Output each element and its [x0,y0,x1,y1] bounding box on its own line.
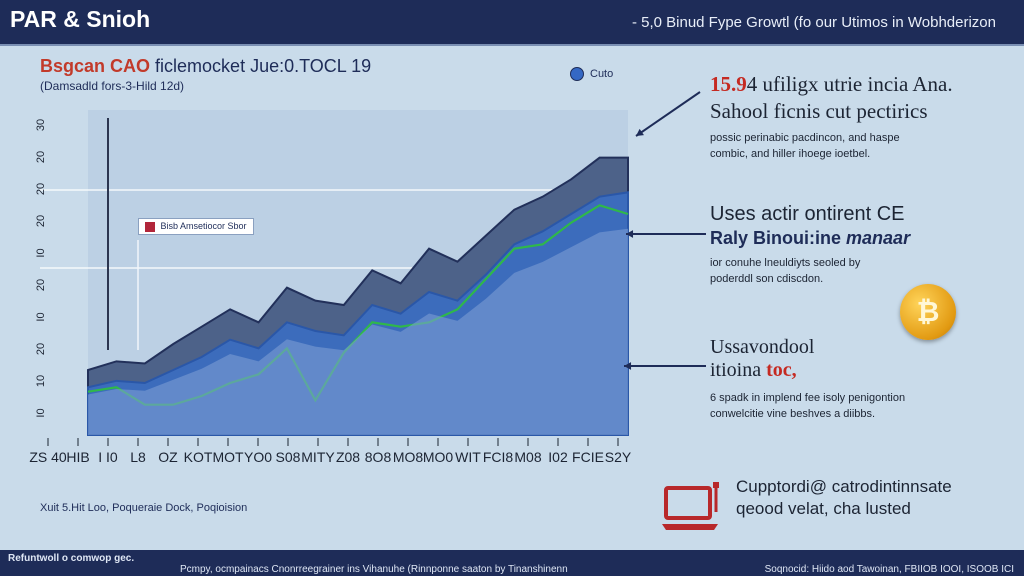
y-tick-label: 20 [35,151,47,163]
x-tick-label: FCIE [572,449,604,465]
insight-1-desc-1: possic perinabic pacdincon, and haspe [710,132,900,144]
annotation-arrowhead [626,230,634,238]
insight-3-desc: 6 spadk in implend fee isoly penigontion… [710,390,1010,422]
annotation-arrowhead [636,128,644,136]
x-tick-label: MO0 [423,449,454,465]
x-tick-label: FCI8 [483,449,514,465]
footer-left: Refuntwoll o comwop gec. [8,553,135,564]
insight-1-rest: 4 ufiligx utrie incia Ana. [746,72,953,96]
insight-2-sub-bold: Raly Binoui:ine [710,228,842,248]
insight-1-number: 15.9 [710,72,747,96]
footer-right: Soqnocid: Hiido aod Tawoinan, FBIIOB IOO… [764,564,1014,575]
x-tick-label: MO8 [393,449,424,465]
x-tick-label: WIT [455,449,481,465]
insight-2-desc-1: ior conuhe lneuldiyts seoled by [710,257,861,269]
chart-title-rest: ficlemocket Jue:0.TOCL 19 [155,56,372,76]
headline: - 5,0 Binud Fype Growtl (fo our Utimos i… [631,14,996,31]
insight-panel-1: 15.94 ufiligx utrie incia Ana. Sahool fi… [710,72,1010,162]
chart-title-accent: Bsgcan CAO [40,56,151,76]
inset-label: Bisb Amsetiocor Sbor [138,218,254,235]
insight-panel-3: Ussavondool itioina toc, 6 spadk in impl… [710,336,1010,422]
brand-title: PAR & Snioh [10,6,151,32]
x-tick-label: MITY [301,449,335,465]
insight-2-desc: ior conuhe lneuldiyts seoled by poderddl… [710,255,1010,287]
x-tick-label: S2Y [605,449,632,465]
x-tick-label: I02 [548,449,568,465]
header-bar: PAR & Snioh - 5,0 Binud Fype Growtl (fo … [0,0,1024,46]
y-tick-label: I0 [35,408,47,417]
inset-flag-icon [145,221,155,232]
insight-4-line2: qeood velat, cha lusted [736,499,911,518]
legend-label: Cuto [590,68,614,80]
insight-1-headline: 15.94 ufiligx utrie incia Ana. [710,72,1010,97]
legend-dot-icon [570,67,584,81]
x-tick-label: L8 [130,449,146,465]
chart-note: Xuit 5.Hit Loo, Poqueraie Dock, Poqioisi… [40,502,248,514]
y-tick-label: I0 [35,248,47,257]
y-tick-label: 20 [35,279,47,291]
insight-3-line2: itioina [710,359,762,381]
chart-legend: Cuto [570,67,613,81]
x-tick-label: KOT [184,449,213,465]
x-tick-label: OZ [158,449,178,465]
x-tick-label: Z08 [336,449,360,465]
x-tick-label: S08 [276,449,301,465]
insight-panel-4: Cupptordi@ catrodintinnsate qeood velat,… [736,476,1006,520]
insight-1-desc-2: combic, and hiller ihoege ioetbel. [710,148,871,160]
insight-2-heading: Uses actir ontirent CE [710,203,905,225]
insight-1-desc: possic perinabic pacdincon, and haspe co… [710,130,1010,162]
insight-3-desc-2: conwelcitie vine beshves a diibbs. [710,408,876,420]
x-tick-label: YO0 [244,449,272,465]
x-tick-label: ZS 40 [29,449,67,465]
footer-bar: Refuntwoll o comwop gec. Pcmpy, ocmpaina… [0,550,1024,576]
insight-3-line2-red: toc, [766,359,797,381]
annotation-arrowhead [624,362,632,370]
insight-3-line1: Ussavondool [710,336,815,358]
x-tick-label: HIB [66,449,89,465]
insight-4-line1: Cupptordi@ catrodintinnsate [736,477,952,496]
insight-2-subheading: Raly Binoui:ine manaar [710,228,1010,249]
y-tick-label: 20 [35,215,47,227]
inset-label-text: Bisb Amsetiocor Sbor [160,221,247,231]
annotation-arrow [635,91,701,137]
y-tick-label: 10 [35,375,47,387]
laptop-icon [662,482,719,530]
insight-3-desc-1: 6 spadk in implend fee isoly penigontion [710,392,906,404]
x-tick-label: I I0 [98,449,118,465]
insight-panel-2: Uses actir ontirent CE Raly Binoui:ine m… [710,203,1010,287]
chart-subtitle: (Damsadld fors-3-Hild 12d) [40,79,185,93]
insight-2-sub-italic: manaar [846,228,911,248]
series-area-shade [88,228,628,435]
y-tick-label: 20 [35,183,47,195]
y-tick-label: 20 [35,343,47,355]
footer-middle: Pcmpy, ocmpainacs Cnonrreegrainer ins Vi… [180,564,568,575]
x-tick-label: MOT [212,449,244,465]
bitcoin-coin-icon: ₿ [900,284,956,340]
chart-title: Bsgcan CAO ficlemocket Jue:0.TOCL 19 [40,56,371,77]
y-tick-label: 30 [35,119,47,131]
y-tick-label: I0 [35,312,47,321]
insight-1-line2: Sahool ficnis cut pectirics [710,99,928,123]
x-tick-label: 8O8 [365,449,392,465]
insight-3-heading: Ussavondool itioina toc, [710,336,1010,382]
insight-2-desc-2: poderddl son cdiscdon. [710,273,824,285]
x-tick-label: M08 [514,449,541,465]
